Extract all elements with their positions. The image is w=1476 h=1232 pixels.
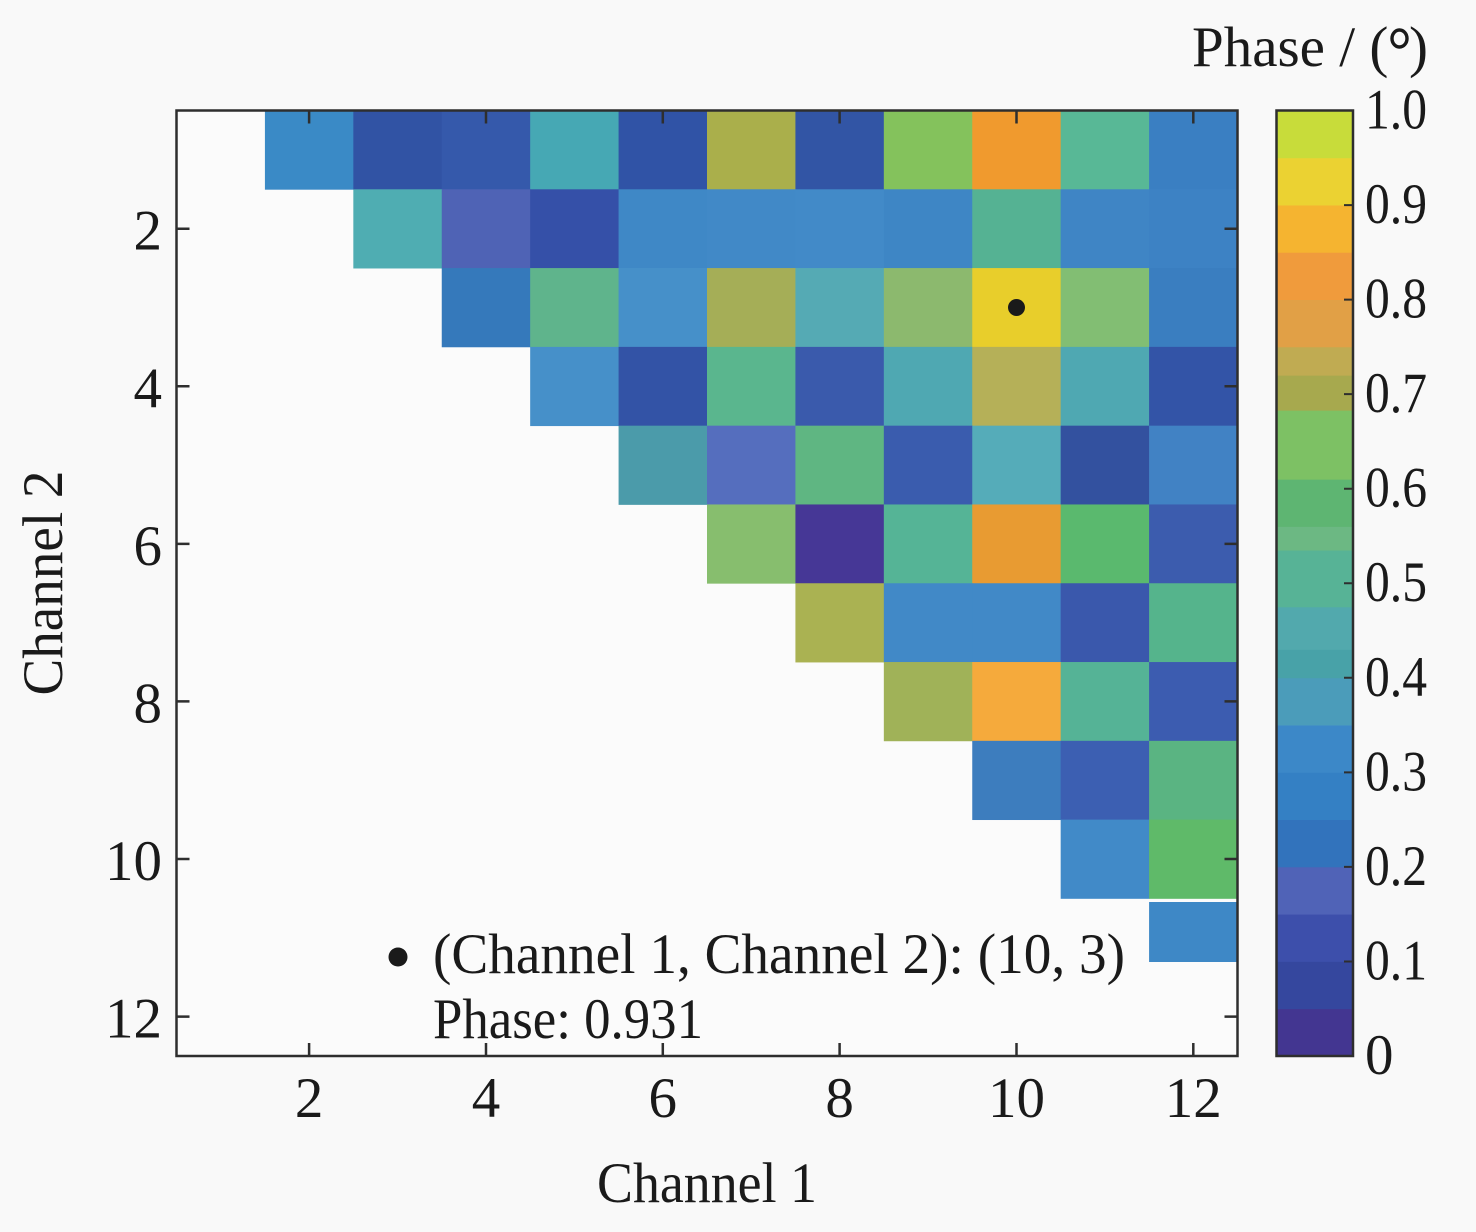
svg-text:12: 12 (105, 988, 162, 1051)
svg-text:4: 4 (134, 357, 163, 420)
svg-text:2: 2 (134, 200, 163, 263)
svg-text:0.8: 0.8 (1365, 268, 1427, 331)
svg-text:6: 6 (134, 515, 163, 578)
svg-text:0.5: 0.5 (1365, 551, 1427, 614)
svg-text:0.2: 0.2 (1365, 835, 1427, 898)
svg-text:8: 8 (825, 1067, 854, 1130)
svg-text:6: 6 (649, 1067, 678, 1130)
svg-text:10: 10 (988, 1067, 1045, 1130)
svg-text:0.3: 0.3 (1365, 740, 1427, 803)
svg-text:Channel 1: Channel 1 (597, 1152, 817, 1215)
svg-text:4: 4 (472, 1067, 501, 1130)
svg-text:0.7: 0.7 (1365, 362, 1427, 425)
svg-text:2: 2 (295, 1067, 324, 1130)
svg-text:8: 8 (134, 672, 163, 735)
svg-text:0.6: 0.6 (1365, 457, 1427, 520)
svg-text:0.9: 0.9 (1365, 173, 1427, 236)
svg-text:0: 0 (1365, 1024, 1394, 1087)
svg-text:Phase / (: Phase / ( (1192, 16, 1388, 79)
svg-text:Channel 2: Channel 2 (12, 471, 75, 696)
svg-text:): ) (1409, 16, 1428, 79)
svg-text:(Channel 1, Channel 2): (10, 3: (Channel 1, Channel 2): (10, 3) (433, 923, 1125, 986)
svg-text:1.0: 1.0 (1365, 79, 1427, 142)
svg-text:0.4: 0.4 (1365, 646, 1427, 709)
svg-text:10: 10 (105, 830, 162, 893)
svg-text:12: 12 (1165, 1067, 1222, 1130)
svg-text:0.1: 0.1 (1365, 930, 1427, 993)
svg-text:Phase: 0.931: Phase: 0.931 (433, 988, 703, 1051)
